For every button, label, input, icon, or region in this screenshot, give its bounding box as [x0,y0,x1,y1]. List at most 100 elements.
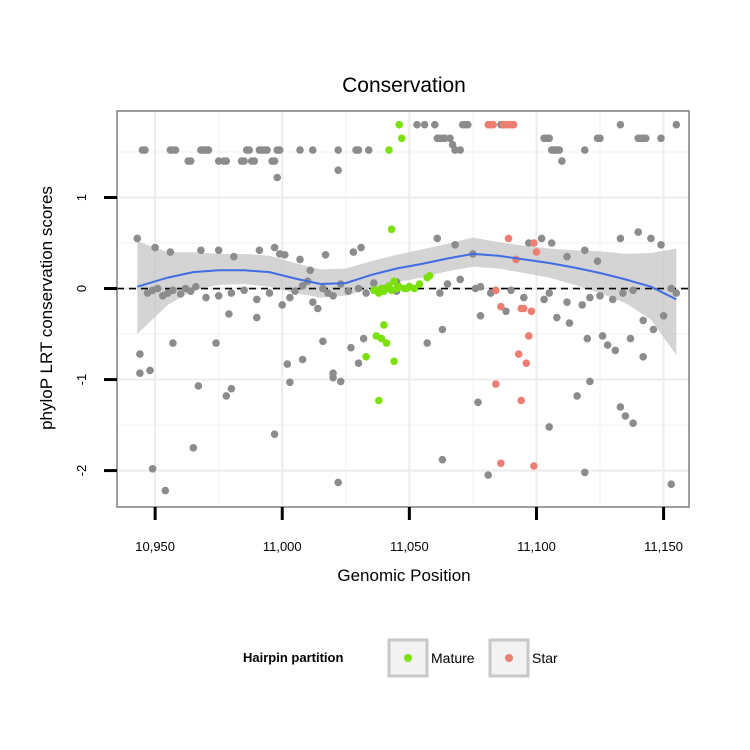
data-point-other [433,234,442,243]
data-point-other [286,378,294,387]
data-point-star [492,286,500,295]
data-point-other [275,146,284,154]
data-point-star [525,332,533,340]
data-point-mature [390,277,398,286]
data-point-mature [375,396,383,405]
x-axis-label: Genomic Position [337,566,470,585]
data-point-other [547,239,556,247]
legend-swatch-star [505,654,513,662]
data-point-other [436,289,444,297]
data-point-other [136,350,144,358]
data-point-other [596,292,604,300]
data-point-other [281,251,289,259]
data-point-star [509,120,518,129]
data-point-other [362,289,370,297]
data-point-other [596,134,604,143]
data-point-star [520,304,528,313]
data-point-other [225,310,233,318]
data-point-other [240,157,248,165]
data-point-star [492,380,500,388]
data-point-other [321,251,330,259]
data-point-other [446,134,454,143]
data-point-star [489,120,498,129]
data-point-other [639,316,647,325]
legend-label-star: Star [532,650,558,666]
data-point-other [153,284,162,293]
data-point-other [443,280,452,288]
data-point-other [186,157,195,165]
data-point-other [451,241,459,249]
data-point-other [629,419,637,428]
data-point-other [148,465,157,473]
data-point-other [189,444,198,452]
data-point-other [136,369,144,378]
data-point-other [252,295,261,304]
y-axis-tick-label: -2 [74,465,89,477]
data-point-star [497,302,505,311]
legend-swatch-mature [404,654,412,662]
data-point-mature [425,272,434,280]
data-point-other [413,120,421,129]
data-point-other [298,282,307,290]
data-point-other [334,166,343,174]
data-point-other [245,146,253,154]
data-point-other [581,246,589,255]
data-point-other [657,241,665,249]
data-point-other [222,157,231,165]
data-point-other [659,312,668,320]
data-point-other [634,228,642,236]
plot-panel [117,111,689,507]
data-point-other [314,304,322,313]
y-axis-tick-label: 0 [74,285,89,292]
data-point-other [354,146,363,154]
data-point-other [291,287,299,296]
data-point-other [420,120,429,129]
data-point-other [336,377,345,386]
data-point-other [263,146,271,154]
data-point-other [334,146,343,154]
data-point-other [672,120,681,129]
data-point-other [545,289,553,297]
data-point-other [545,423,553,431]
smooth-line [137,252,677,301]
data-point-other [214,246,223,255]
data-point-mature [362,353,370,361]
data-point-other [278,301,287,309]
data-point-other [626,334,635,343]
data-point-other [520,293,528,302]
data-point-other [214,292,223,300]
data-point-other [616,120,625,129]
data-point-other [639,353,647,361]
data-point-other [194,382,203,390]
data-point-other [176,290,185,298]
data-point-star [527,307,536,316]
data-point-other [364,146,373,154]
data-point-star [514,350,523,358]
data-point-other [456,275,465,284]
y-axis-tick-label: -1 [74,374,89,386]
data-point-other [555,146,564,154]
data-point-other [329,292,337,300]
data-point-other [349,248,358,256]
data-point-other [146,366,154,375]
data-point-mature [390,357,398,366]
data-point-other [255,246,264,255]
data-point-other [151,243,159,252]
data-point-other [558,157,566,165]
data-point-mature [387,225,396,234]
data-point-other [545,134,553,143]
data-point-other [464,120,472,129]
data-point-other [227,384,236,393]
data-point-other [306,266,315,275]
data-point-other [649,325,658,334]
data-point-other [357,243,365,252]
data-point-other [250,157,259,165]
data-point-star [522,359,531,368]
data-point-other [309,298,317,307]
data-point-star [497,459,505,468]
data-point-other [370,279,378,287]
data-point-other [507,286,515,295]
data-point-other [270,430,279,439]
data-point-star [530,462,538,470]
